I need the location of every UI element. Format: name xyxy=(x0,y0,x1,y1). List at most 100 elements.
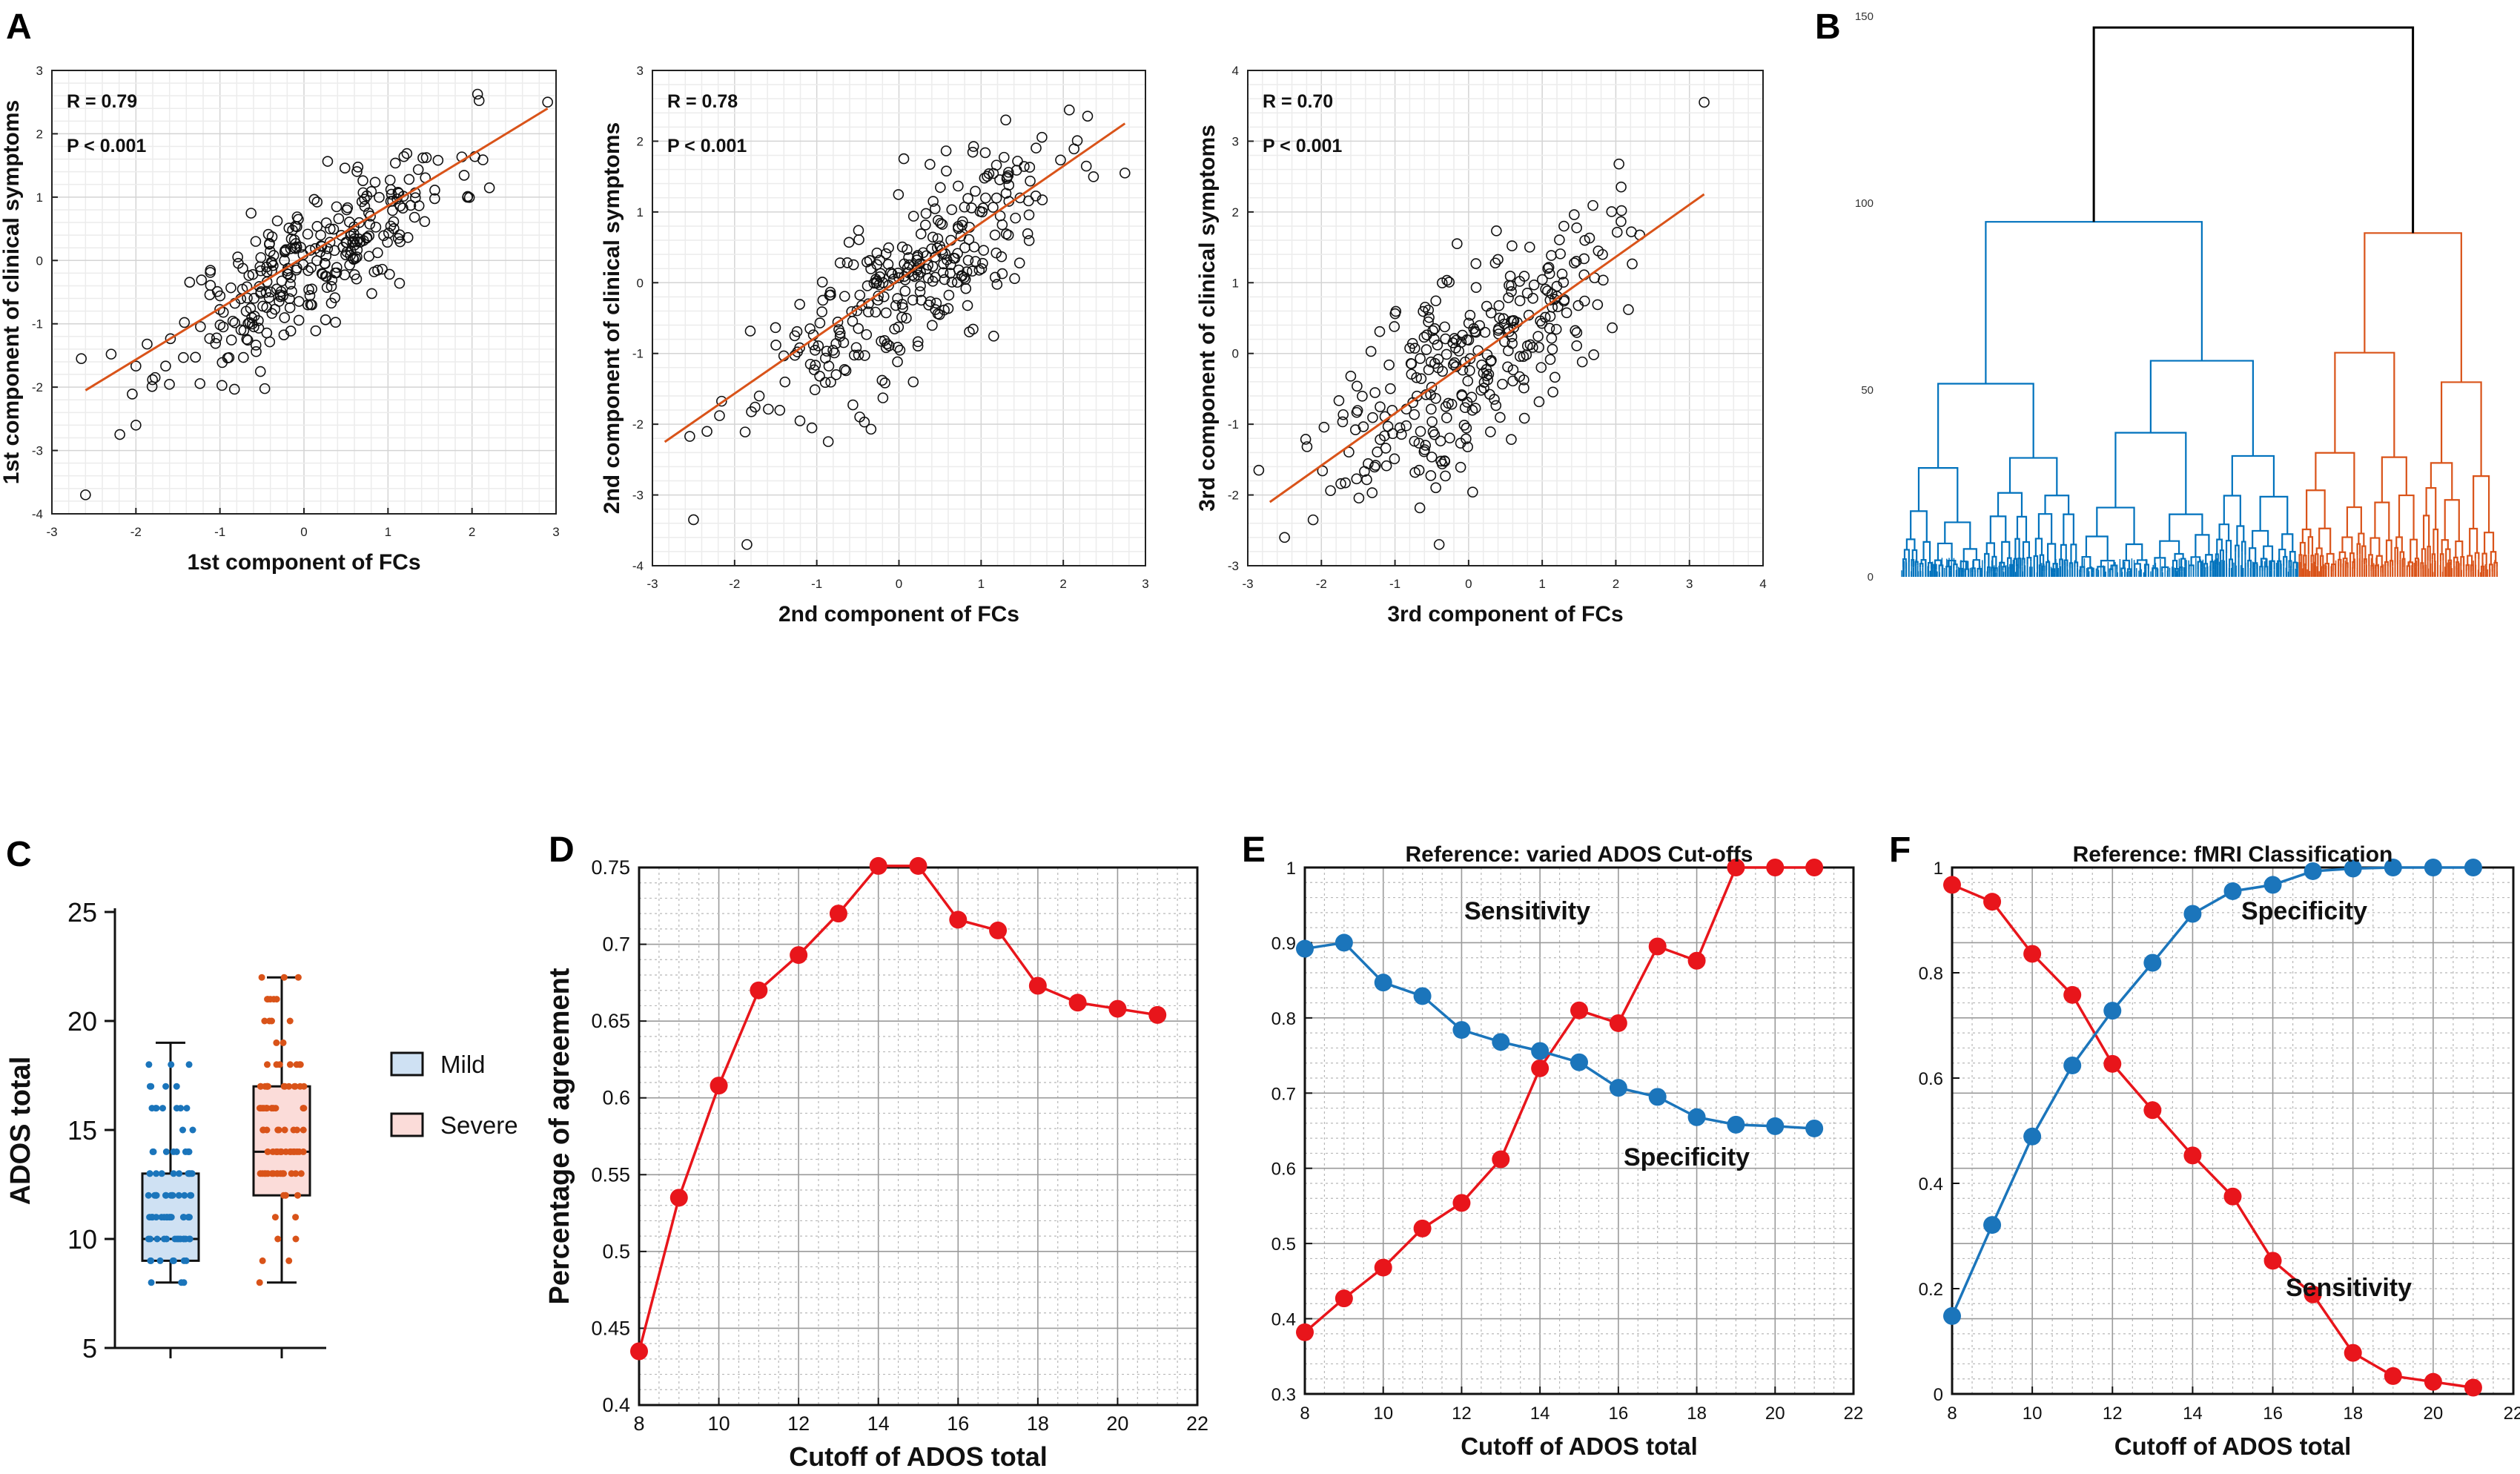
stat-p-label: P < 0.001 xyxy=(667,136,747,156)
scatter-point xyxy=(930,271,941,283)
scatter-point xyxy=(397,202,409,214)
scatter-point xyxy=(1439,321,1450,333)
series-point-specificity xyxy=(1452,1021,1471,1040)
scatter-point xyxy=(378,230,389,242)
scatter-point xyxy=(1576,356,1588,368)
scatter-point xyxy=(315,240,327,251)
scatter-point xyxy=(1474,320,1486,331)
scatter-point xyxy=(850,342,862,354)
scatter-point xyxy=(1025,175,1036,187)
panel-label-d: D xyxy=(549,830,575,870)
scatter-point xyxy=(861,328,873,340)
y-axis-label: 1st component of clinical symptoms xyxy=(0,100,24,484)
scatter-point xyxy=(1699,96,1710,108)
scatter-point xyxy=(1335,478,1346,489)
scatter-point xyxy=(1498,313,1509,325)
dendrogram-link xyxy=(2303,555,2307,567)
dendrogram-link xyxy=(2110,564,2118,570)
scatter-point xyxy=(290,220,301,232)
scatter-point xyxy=(264,237,275,249)
scatter-point xyxy=(232,251,243,262)
scatter-point xyxy=(804,358,816,370)
box-data-point xyxy=(150,1148,157,1155)
dendrogram-link xyxy=(2044,495,2070,515)
box-data-point xyxy=(286,1061,294,1068)
dendrogram-link xyxy=(1922,541,1931,564)
scatter-point xyxy=(235,324,247,336)
series-point-specificity xyxy=(2344,859,2362,878)
box-data-point xyxy=(170,1170,177,1177)
scatter-point xyxy=(988,202,999,213)
x-tick-label: 18 xyxy=(1687,1404,1707,1424)
scatter-point xyxy=(254,261,266,273)
series-line-sensitivity xyxy=(1303,866,1815,1334)
box-data-point xyxy=(153,1192,160,1199)
scatter-point xyxy=(1558,220,1570,232)
scatter-point xyxy=(1555,248,1566,260)
scatter-point xyxy=(1485,307,1497,319)
x-tick-label: 18 xyxy=(2343,1404,2363,1424)
dendrogram-link xyxy=(2172,559,2178,569)
scatter-point xyxy=(991,192,1002,204)
box-data-point xyxy=(273,1039,280,1046)
scatter-point xyxy=(973,265,985,276)
scatter-point xyxy=(1068,143,1079,155)
scatter-point xyxy=(896,299,908,310)
x-tick-label: 2 xyxy=(1059,577,1066,591)
dendrogram-link xyxy=(2022,541,2031,559)
x-tick-label: 16 xyxy=(1609,1404,1629,1424)
x-tick-label: 2 xyxy=(469,525,475,539)
box-data-point xyxy=(189,1126,196,1134)
scatter-point xyxy=(302,265,314,277)
box-data-point xyxy=(291,1083,299,1090)
dendrogram-link xyxy=(2096,506,2135,545)
scatter-point xyxy=(225,282,237,294)
scatter-point xyxy=(853,349,864,361)
box-data-point xyxy=(300,1105,308,1112)
scatter-point xyxy=(339,162,351,174)
stat-r-label: R = 0.79 xyxy=(67,91,137,112)
scatter-point xyxy=(1443,397,1454,409)
y-tick-label: -4 xyxy=(32,507,43,521)
scatter-point xyxy=(1518,271,1530,282)
box-data-point xyxy=(264,996,271,1003)
scatter-point xyxy=(883,280,895,291)
dendrogram-link xyxy=(2315,452,2355,508)
scatter-point xyxy=(1615,181,1627,193)
dendrogram-link xyxy=(1989,515,2007,543)
series-point-specificity xyxy=(2304,862,2322,880)
scatter-point xyxy=(890,300,902,311)
scatter-point xyxy=(814,317,826,328)
scatter-point xyxy=(1441,412,1452,423)
scatter-point xyxy=(1504,280,1515,291)
scatter-point xyxy=(1592,299,1604,311)
scatter-point xyxy=(1507,375,1518,387)
x-axis-label: Cutoff of ADOS total xyxy=(2114,1432,2352,1460)
scatter-point xyxy=(311,221,323,232)
panel-label-a: A xyxy=(6,7,32,47)
series-point-agreement xyxy=(750,981,768,999)
scatter-point xyxy=(1528,279,1540,291)
panel-label-b: B xyxy=(1815,7,1841,47)
scatter-point xyxy=(1518,374,1529,386)
series-point-specificity xyxy=(1687,1108,1706,1126)
box-data-point xyxy=(175,1192,182,1199)
scatter-point xyxy=(398,151,410,162)
scatter-point xyxy=(996,251,1008,262)
scatter-point xyxy=(1533,396,1545,408)
dendrogram-link xyxy=(2398,494,2415,540)
scatter-point xyxy=(1374,325,1386,337)
y-tick-label: 20 xyxy=(67,1006,97,1037)
dendrogram-link xyxy=(2425,487,2437,530)
x-tick-label: 4 xyxy=(1759,577,1766,591)
scatter-point xyxy=(1325,485,1336,497)
scatter-point xyxy=(462,191,474,202)
box-data-point xyxy=(149,1214,156,1221)
scatter-point xyxy=(935,217,946,229)
dendrogram-link xyxy=(2283,555,2288,566)
series-point-specificity xyxy=(2183,905,2202,923)
scatter-point xyxy=(275,285,287,297)
scatter-point xyxy=(359,194,370,205)
scatter-point xyxy=(843,237,855,248)
box-data-point xyxy=(177,1235,185,1243)
